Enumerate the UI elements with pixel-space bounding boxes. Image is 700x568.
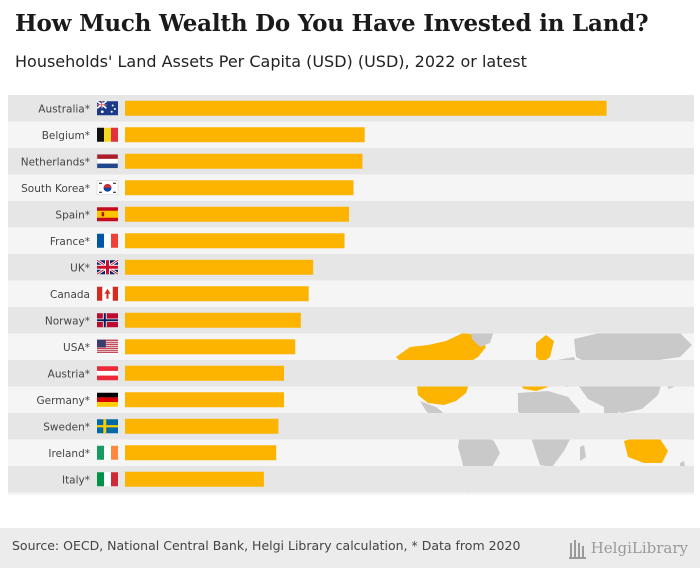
belgium-flag <box>97 127 118 142</box>
category-label: Netherlands* <box>21 156 90 168</box>
bar-chart: Australia* Belgium* Netherlands* South Kore… <box>8 95 694 493</box>
category-label: Germany* <box>36 395 90 407</box>
bar-14 <box>125 471 264 487</box>
chart-header: How Much Wealth Do You Have Invested in … <box>0 0 700 90</box>
bar-10 <box>125 365 285 381</box>
bar-2 <box>125 153 363 169</box>
bar-13 <box>125 445 277 461</box>
row-band <box>8 413 694 440</box>
bar-12 <box>125 418 279 434</box>
netherlands-flag <box>96 154 119 169</box>
bar-1 <box>125 127 365 143</box>
row-band <box>8 466 694 493</box>
map-norway-sweden <box>536 335 554 363</box>
south-korea-flag <box>96 180 119 195</box>
category-label: Belgium* <box>42 130 90 142</box>
map-australia <box>624 435 668 463</box>
category-label: Italy* <box>62 474 90 486</box>
library-columns-icon <box>568 540 586 559</box>
row-band <box>8 307 694 334</box>
bar-3 <box>125 180 354 196</box>
canada-flag <box>97 286 118 301</box>
bar-11 <box>125 392 285 408</box>
sweden-flag <box>97 419 118 434</box>
bar-9 <box>125 339 296 355</box>
category-label: UK* <box>70 262 90 274</box>
germany-flag <box>97 392 118 407</box>
map-russia <box>574 327 692 365</box>
usa-flag <box>97 339 118 354</box>
bar-7 <box>125 286 309 302</box>
category-label: Sweden* <box>43 421 90 433</box>
bar-5 <box>125 233 345 249</box>
chart-subtitle: Households' Land Assets Per Capita (USD)… <box>15 52 527 71</box>
category-label: South Korea* <box>21 183 90 195</box>
category-label: France* <box>50 236 90 248</box>
spain-flag <box>97 207 118 222</box>
category-label: Australia* <box>38 103 90 115</box>
category-label: Canada <box>50 289 90 301</box>
bar-0 <box>125 100 607 116</box>
france-flag <box>97 233 118 248</box>
helgi-library-logo[interactable]: HelgiLibrary <box>568 534 688 562</box>
row-band <box>8 201 694 228</box>
italy-flag <box>97 472 118 487</box>
bar-8 <box>125 312 301 328</box>
austria-flag <box>97 366 118 381</box>
australia-flag <box>96 100 118 116</box>
category-label: Ireland* <box>48 448 90 460</box>
category-label: USA* <box>63 342 90 354</box>
source-note: Source: OECD, National Central Bank, Hel… <box>12 538 521 553</box>
chart-footer: Source: OECD, National Central Bank, Hel… <box>0 528 700 568</box>
map-madagascar <box>580 445 586 461</box>
row-band <box>8 360 694 387</box>
bar-4 <box>125 206 349 222</box>
uk-flag <box>96 259 119 276</box>
chart-title: How Much Wealth Do You Have Invested in … <box>15 10 649 37</box>
category-label: Norway* <box>45 315 90 327</box>
bar-6 <box>125 259 314 275</box>
norway-flag <box>97 313 118 328</box>
ireland-flag <box>97 445 118 460</box>
row-band <box>8 254 694 281</box>
chart-area: Australia* Belgium* Netherlands* South Kore… <box>8 95 694 495</box>
category-label: Spain* <box>55 209 90 221</box>
category-label: Austria* <box>48 368 90 380</box>
logo-text: HelgiLibrary <box>590 539 688 557</box>
